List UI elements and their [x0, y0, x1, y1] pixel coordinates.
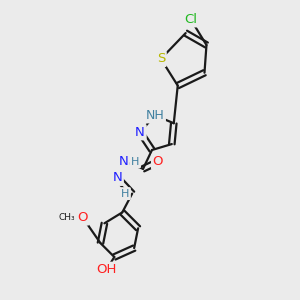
- Text: O: O: [153, 155, 163, 168]
- Text: H: H: [121, 189, 129, 199]
- Text: N: N: [118, 155, 128, 168]
- Text: NH: NH: [146, 109, 164, 122]
- Text: CH₃: CH₃: [58, 213, 75, 222]
- Text: S: S: [157, 52, 165, 65]
- Text: OH: OH: [96, 263, 117, 276]
- Text: O: O: [77, 211, 88, 224]
- Text: N: N: [112, 171, 122, 184]
- Text: N: N: [135, 126, 145, 139]
- Text: H: H: [131, 157, 140, 167]
- Text: Cl: Cl: [184, 13, 197, 26]
